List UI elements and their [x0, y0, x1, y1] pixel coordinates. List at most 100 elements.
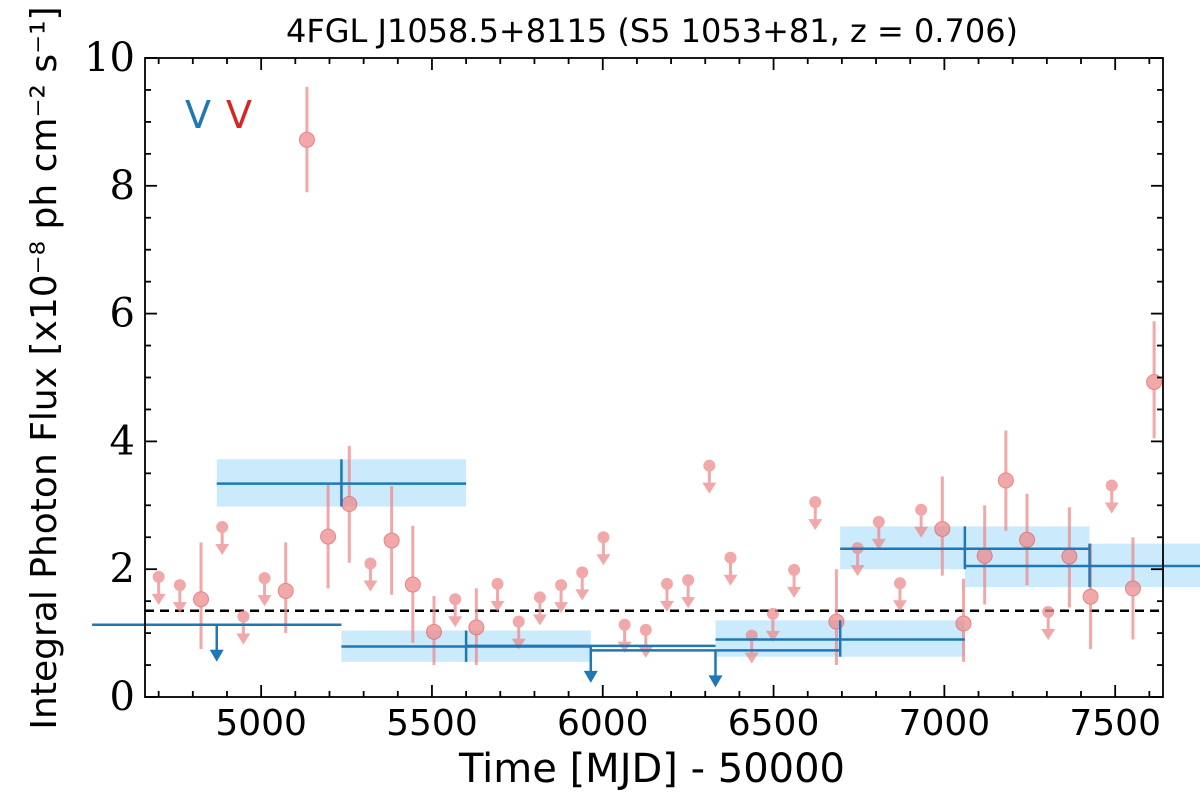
- data-point: [277, 582, 294, 599]
- data-point: [383, 532, 400, 549]
- fine-bin-point: [681, 574, 696, 609]
- upper-limit-arrow: [702, 482, 717, 494]
- fine-bin-point: [511, 615, 526, 650]
- fine-bin-point: [638, 623, 653, 658]
- data-point: [1082, 588, 1099, 605]
- x-tick-label: 6000: [557, 703, 649, 744]
- fine-bin-point: [955, 578, 972, 662]
- fine-bin-point: [808, 496, 823, 531]
- coarse-bin-point: [840, 526, 1090, 570]
- upper-limit-arrow: [575, 589, 590, 601]
- upper-limit-arrow: [638, 646, 653, 658]
- data-point: [1019, 531, 1036, 548]
- fine-bin-point: [617, 618, 632, 653]
- x-tick-label: 5000: [215, 703, 307, 744]
- upper-limit-arrow: [850, 565, 865, 577]
- y-tick-label: 10: [84, 35, 135, 81]
- fine-bin-point: [871, 515, 886, 550]
- upper-limit-marker: [152, 570, 165, 583]
- data-point: [828, 613, 845, 630]
- upper-limit-marker: [618, 618, 631, 631]
- fine-bin-point: [787, 563, 802, 598]
- x-tick-label: 7500: [1069, 703, 1161, 744]
- fine-bin-point: [404, 525, 421, 643]
- upper-limit-marker: [512, 615, 525, 628]
- axis-ticks: 5000 5500 6000 6500 7000 7500 0 2 4 6 8 10: [84, 35, 1163, 744]
- upper-limit-marker: [893, 577, 906, 590]
- data-point: [341, 496, 358, 513]
- upper-limit-arrow: [871, 538, 886, 550]
- fine-bin-point: [151, 570, 166, 605]
- upper-limit-marker: [533, 591, 546, 604]
- fine-bin-point: [596, 531, 611, 566]
- upper-limit-arrow: [744, 652, 759, 664]
- fine-bin-point: [236, 610, 251, 645]
- upper-limit-arrow: [363, 580, 378, 592]
- data-point: [1061, 548, 1078, 565]
- fine-bin-point: [1041, 606, 1056, 641]
- fine-bin-point: [320, 484, 337, 589]
- coarse-bin-point: [92, 623, 342, 662]
- upper-limit-marker: [639, 623, 652, 636]
- upper-limit-marker: [555, 579, 568, 592]
- data-point: [426, 623, 443, 640]
- upper-limit-marker: [703, 459, 716, 472]
- upper-limit-arrow: [787, 586, 802, 598]
- upper-limit-arrow: [617, 641, 632, 653]
- upper-limit-arrow: [583, 670, 598, 683]
- data-point: [320, 528, 337, 545]
- fine-bin-point: [426, 596, 443, 666]
- fine-bin-point: [1104, 479, 1119, 514]
- data-point: [1124, 580, 1141, 597]
- fine-bin-point: [934, 476, 951, 576]
- upper-limit-marker: [1105, 479, 1118, 492]
- x-axis-label: Time [MJD] - 50000: [458, 746, 845, 792]
- upper-limit-marker: [1042, 606, 1055, 619]
- upper-limit-marker: [915, 503, 928, 516]
- fine-bin-point: [215, 521, 230, 556]
- upper-limit-arrow: [681, 597, 696, 609]
- upper-limit-arrow: [596, 554, 611, 566]
- upper-limit-arrow: [892, 600, 907, 612]
- x-tick-label: 6500: [728, 703, 820, 744]
- y-axis-label: Integral Photon Flux [x10⁻⁸ ph cm⁻² s⁻¹]: [24, 6, 65, 729]
- fine-bin-point: [997, 430, 1014, 531]
- upper-limit-marker: [491, 577, 504, 590]
- upper-limit-arrow: [1041, 629, 1056, 641]
- data-point: [404, 576, 421, 593]
- upper-limit-arrow: [708, 675, 723, 688]
- coarse-bin-point: [715, 620, 965, 657]
- fine-bin-point: [659, 577, 674, 612]
- legend: V V: [185, 93, 252, 137]
- upper-limit-marker: [237, 610, 250, 623]
- fine-bin-point: [298, 86, 315, 193]
- fine-bin-point: [575, 566, 590, 601]
- legend-label-fine: V: [226, 93, 252, 137]
- upper-limit-arrow: [532, 614, 547, 626]
- y-tick-label: 0: [110, 674, 135, 720]
- upper-limit-marker: [682, 574, 695, 587]
- data-point: [934, 520, 951, 537]
- chart-title: 4FGL J1058.5+8115 (S5 1053+81, z = 0.706…: [286, 12, 1018, 50]
- fine-bin-point: [1061, 507, 1078, 608]
- plot-frame: [144, 57, 1164, 698]
- data-point: [976, 547, 993, 564]
- upper-limit-arrow: [808, 519, 823, 531]
- upper-limit-arrow: [765, 630, 780, 642]
- upper-limit-arrow: [215, 544, 230, 556]
- fine-bin-point: [892, 577, 907, 612]
- upper-limit-marker: [788, 563, 801, 576]
- fine-bin-point: [277, 542, 294, 634]
- fine-bin-point: [363, 557, 378, 592]
- upper-limit-arrow: [236, 633, 251, 645]
- y-tick-label: 2: [110, 546, 135, 592]
- fine-bin-point: [532, 591, 547, 626]
- fine-bin-point: [172, 579, 187, 614]
- y-tick-label: 6: [110, 291, 135, 337]
- upper-limit-marker: [872, 515, 885, 528]
- data-point: [468, 619, 485, 636]
- upper-limit-marker: [258, 572, 271, 585]
- fine-bin-point: [765, 607, 780, 642]
- data-point: [298, 131, 315, 148]
